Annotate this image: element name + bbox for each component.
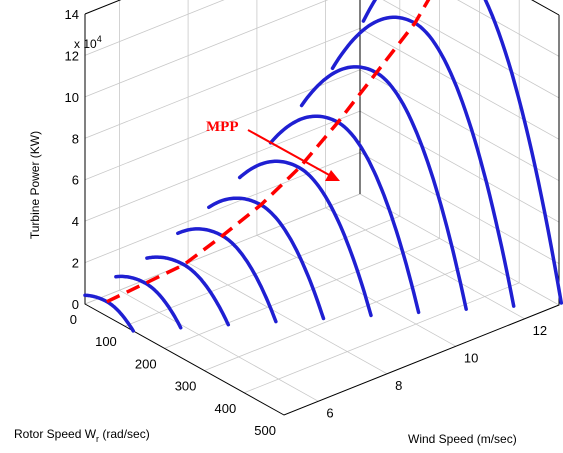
x-tick-label: 0 bbox=[70, 312, 77, 327]
grid-line bbox=[164, 0, 441, 349]
grid-layer bbox=[84, 0, 560, 416]
y-axis-label: Wind Speed (m/sec) bbox=[408, 432, 517, 446]
z-tick-label: 12 bbox=[65, 48, 79, 63]
axis-frame bbox=[84, 14, 560, 416]
y-tick-label: 8 bbox=[395, 378, 402, 393]
mpp-line bbox=[106, 0, 431, 304]
grid-line bbox=[84, 69, 560, 182]
grid-line bbox=[84, 110, 560, 223]
mpp-layer bbox=[106, 0, 431, 304]
curve-layer bbox=[83, 0, 563, 333]
z-tick-label: 4 bbox=[72, 214, 79, 229]
z-tick-label: 6 bbox=[72, 173, 79, 188]
y-tick-label: 6 bbox=[326, 405, 333, 420]
z-tick-label: 14 bbox=[65, 7, 79, 22]
z-multiplier: x 104 bbox=[74, 34, 102, 51]
y-tick-label: 10 bbox=[464, 350, 478, 365]
grid-line bbox=[256, 0, 457, 347]
grid-line bbox=[187, 0, 388, 375]
power-curve bbox=[330, 15, 516, 308]
x-tick-label: 100 bbox=[95, 334, 117, 349]
mpp-annotation: MPP bbox=[206, 119, 238, 135]
grid-line bbox=[204, 0, 480, 371]
z-tick-label: 8 bbox=[72, 131, 79, 146]
x-tick-label: 500 bbox=[254, 423, 276, 438]
tick-layer: 0 2 4 6 8 10 12 14 0 100 200 300 400 500 6 8 10 12 bbox=[65, 7, 548, 438]
grid-line bbox=[84, 0, 361, 305]
grid-line bbox=[124, 0, 401, 327]
grid-line bbox=[84, 193, 560, 306]
x-axis-label: Rotor Speed Wr (rad/sec) bbox=[14, 427, 150, 444]
x-tick-label: 200 bbox=[135, 356, 157, 371]
power-curve bbox=[114, 274, 183, 330]
mpp-arrow-line bbox=[247, 129, 332, 177]
grid-line bbox=[244, 0, 520, 394]
mpp-arrow-head bbox=[325, 170, 340, 181]
z-tick-label: 10 bbox=[65, 90, 79, 105]
z-axis-label: Turbine Power (KW) bbox=[28, 131, 42, 239]
power-curve bbox=[361, 0, 563, 305]
power-curve bbox=[176, 227, 278, 324]
power-curve bbox=[83, 293, 135, 333]
z-tick-label: 2 bbox=[72, 256, 79, 271]
z-tick-label: 0 bbox=[72, 297, 79, 312]
power-curve bbox=[237, 159, 373, 318]
x-tick-label: 300 bbox=[175, 379, 197, 394]
y-tick-label: 12 bbox=[533, 323, 547, 338]
power-curve bbox=[268, 114, 421, 315]
power-curve bbox=[299, 65, 468, 311]
power-curve bbox=[145, 255, 231, 327]
x-tick-label: 400 bbox=[214, 401, 236, 416]
power-curve bbox=[207, 196, 326, 321]
grid-line bbox=[84, 0, 560, 99]
